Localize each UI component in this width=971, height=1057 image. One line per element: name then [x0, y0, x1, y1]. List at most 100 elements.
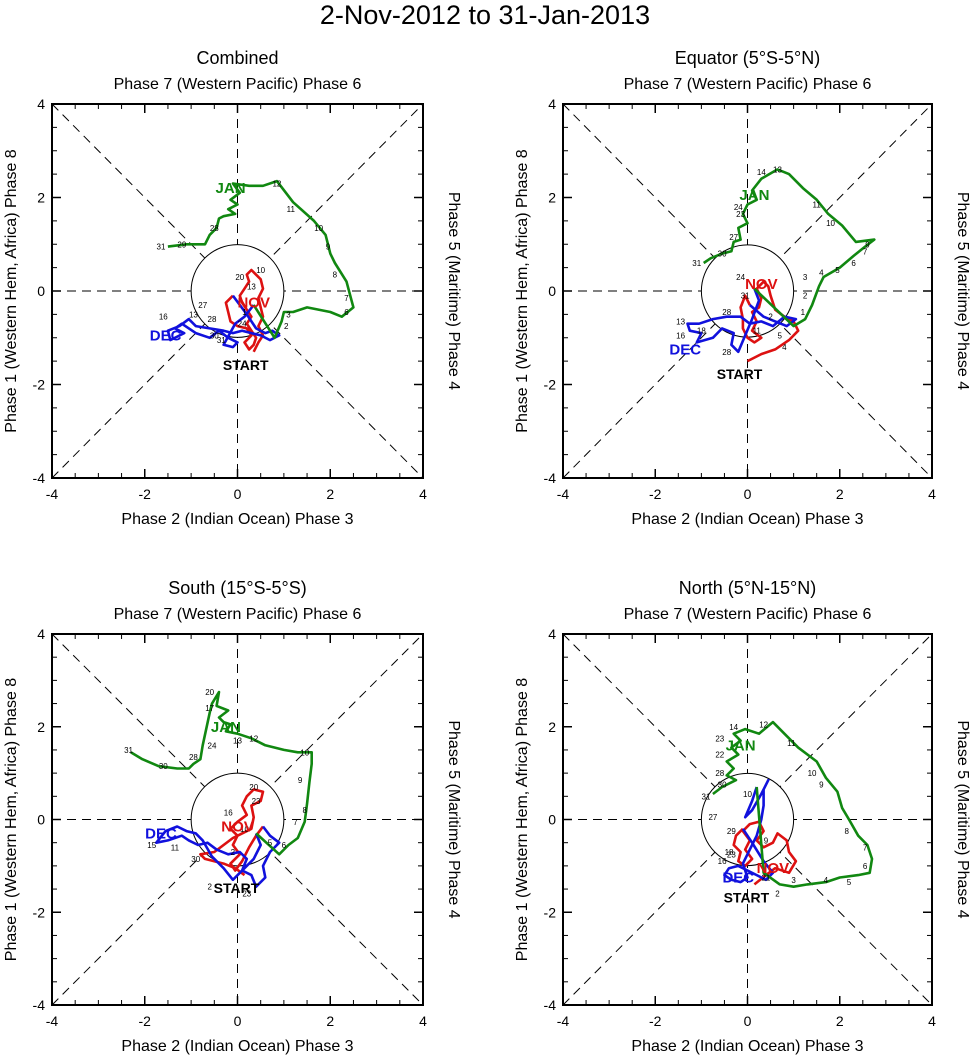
x-tick-label: -2 [649, 486, 662, 502]
y-tick-label: 2 [37, 190, 45, 206]
day-label: 10 [314, 224, 323, 233]
x-axis-label: Phase 2 (Indian Ocean) Phase 3 [121, 1038, 353, 1055]
day-label: 10 [240, 825, 249, 834]
y-tick-label: -4 [544, 997, 557, 1013]
day-label: 13 [189, 310, 198, 319]
day-label: 8 [844, 827, 849, 836]
y-tick-label: -2 [33, 904, 46, 920]
day-label: 10 [826, 219, 835, 228]
day-label: 23 [715, 734, 724, 743]
y-axis-label: Phase 1 (Western Hem, Africa) Phase 8 [3, 149, 20, 432]
y-tick-label: 4 [37, 626, 45, 642]
right-axis-label: Phase 5 (Maritime) Phase 4 [954, 192, 971, 390]
day-label: 7 [863, 247, 868, 256]
y-tick-label: 4 [548, 626, 556, 642]
day-label: 31 [157, 243, 166, 252]
month-label-dec: DEC [722, 869, 754, 886]
day-label: 14 [757, 168, 766, 177]
trajectory-jan [712, 720, 874, 888]
x-tick-label: -4 [46, 486, 59, 502]
day-label: 14 [729, 723, 738, 732]
day-label: 1 [242, 308, 247, 317]
day-label: 11 [171, 843, 180, 852]
x-tick-label: 4 [928, 1013, 936, 1029]
day-label: 30 [210, 331, 219, 340]
y-tick-label: 0 [37, 812, 45, 828]
day-label: 12 [249, 734, 258, 743]
y-tick-label: 4 [37, 96, 45, 112]
day-label: 5 [847, 878, 852, 887]
top-axis-label: Phase 7 (Western Pacific) Phase 6 [624, 76, 872, 93]
day-label: 27 [198, 301, 207, 310]
x-tick-label: -4 [557, 1013, 570, 1029]
x-tick-label: 4 [928, 486, 936, 502]
y-tick-label: -4 [33, 470, 46, 486]
trajectory-dec [686, 288, 798, 354]
day-label: 5 [778, 331, 783, 340]
day-label: 1 [801, 308, 806, 317]
y-tick-label: -2 [544, 377, 557, 393]
month-label-dec: DEC [150, 327, 182, 344]
y-tick-label: 0 [37, 283, 45, 299]
month-label-nov: NOV [757, 860, 790, 877]
day-label: 15 [147, 841, 156, 850]
day-label: 20 [249, 783, 258, 792]
y-tick-label: -4 [544, 470, 557, 486]
y-tick-label: 0 [548, 283, 556, 299]
day-label: 28 [722, 348, 731, 357]
x-tick-label: 0 [744, 486, 752, 502]
x-tick-label: 2 [326, 486, 334, 502]
day-label: 13 [247, 282, 256, 291]
month-label-jan: JAN [726, 737, 756, 754]
day-label: 4 [819, 268, 824, 277]
y-tick-label: -2 [544, 904, 557, 920]
day-label: 27 [708, 813, 717, 822]
day-label: 16 [676, 331, 685, 340]
day-label: 10 [256, 266, 265, 275]
day-label: 9 [326, 243, 331, 252]
month-label-dec: DEC [145, 825, 177, 842]
day-label: 11 [753, 327, 762, 336]
y-tick-label: 0 [548, 812, 556, 828]
day-label: 28 [208, 315, 217, 324]
y-tick-label: 2 [548, 190, 556, 206]
month-label-jan: JAN [211, 719, 241, 736]
day-label: 16 [159, 313, 168, 322]
day-label: 24 [736, 273, 745, 282]
month-label-nov: NOV [237, 295, 270, 312]
right-axis-label: Phase 5 (Maritime) Phase 4 [445, 720, 462, 918]
day-label: 27 [729, 233, 738, 242]
y-tick-label: -4 [33, 997, 46, 1013]
day-label: 4 [782, 343, 787, 352]
y-tick-label: 4 [548, 96, 556, 112]
figure-title: 2-Nov-2012 to 31-Jan-2013 [320, 0, 650, 30]
phase-panel: -4 -2 0 2 4 -4 -2 0 2 4 North (5°N-15°N) Phase 7 (W… [514, 578, 971, 1055]
day-label: 28 [715, 769, 724, 778]
month-label-nov: NOV [221, 818, 254, 835]
day-label: 8 [303, 806, 308, 815]
day-label: 9 [298, 776, 303, 785]
day-label: 31 [124, 746, 133, 755]
day-label: 5 [268, 839, 273, 848]
x-tick-label: -4 [557, 486, 570, 502]
day-label: 12 [759, 720, 768, 729]
x-tick-label: 2 [836, 486, 844, 502]
panel-title: North (5°N-15°N) [679, 578, 816, 598]
day-label: 30 [159, 762, 168, 771]
day-label: 2 [207, 883, 212, 892]
start-label: START [223, 357, 269, 373]
day-label: 20 [235, 273, 244, 282]
x-tick-label: 4 [419, 1013, 427, 1029]
day-label: 10 [743, 790, 752, 799]
month-label-jan: JAN [216, 180, 246, 197]
panel-title: South (15°S-5°S) [168, 578, 306, 598]
x-tick-label: 0 [234, 486, 242, 502]
day-label: 28 [189, 753, 198, 762]
top-axis-label: Phase 7 (Western Pacific) Phase 6 [114, 76, 362, 93]
day-label: 17 [205, 704, 214, 713]
day-label: 11 [287, 205, 296, 214]
trajectory-jan [130, 690, 313, 856]
trajectory-nov [199, 788, 265, 877]
